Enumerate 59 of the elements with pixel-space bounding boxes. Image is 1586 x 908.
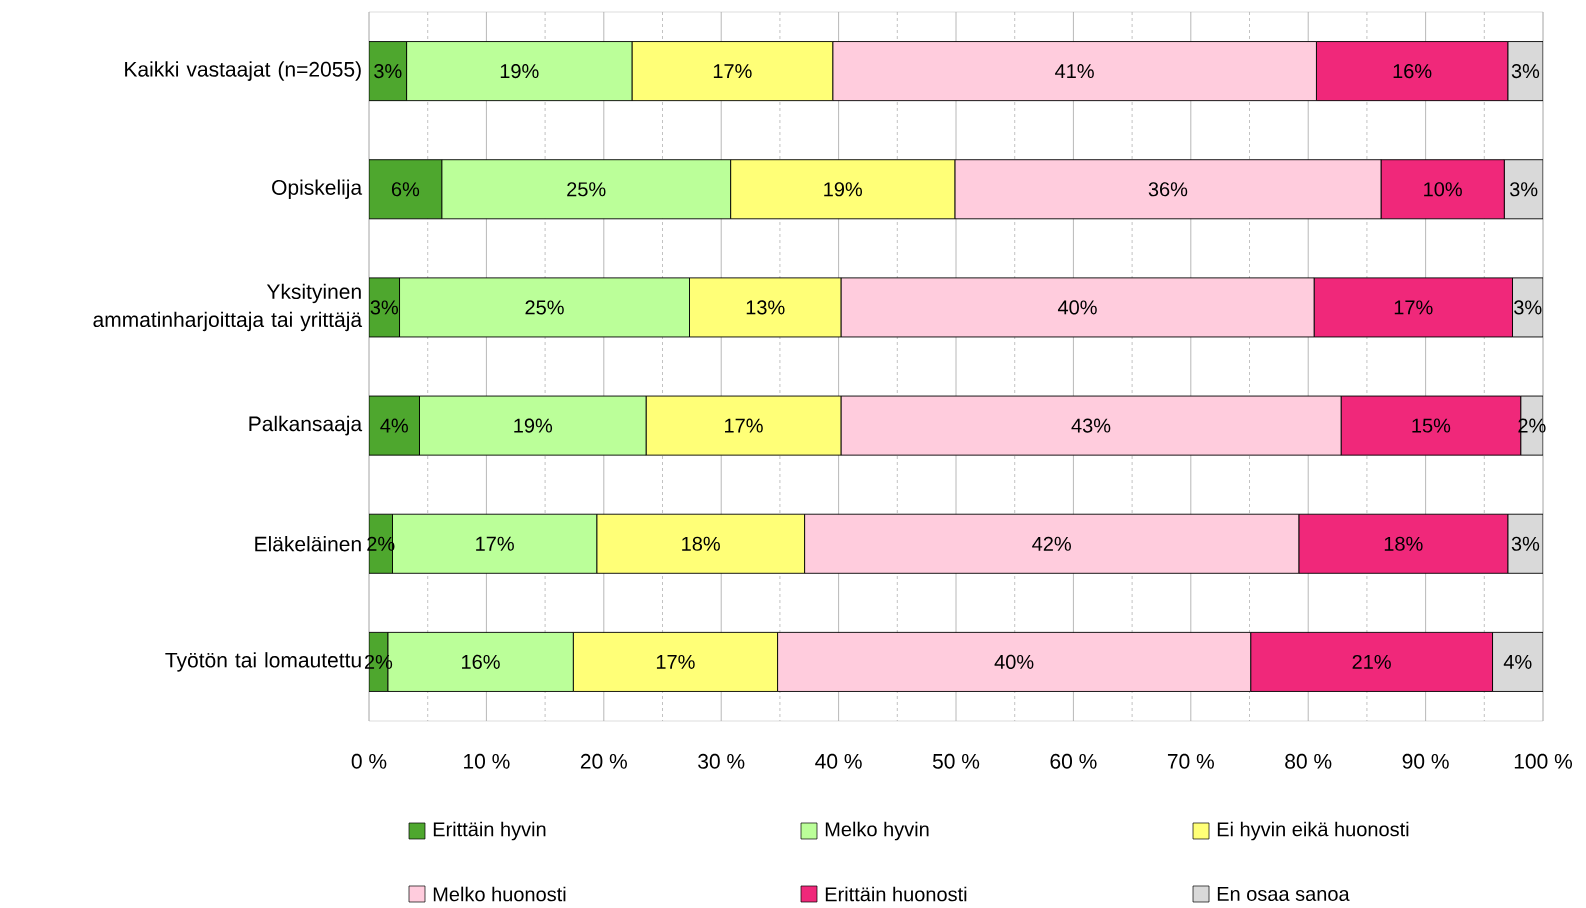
data-label: 10%: [1424, 182, 1462, 197]
data-label: 41%: [1055, 64, 1094, 79]
data-label: 17%: [1394, 300, 1433, 315]
data-label: 25%: [567, 182, 606, 197]
x-tick-label: 80 %: [1285, 753, 1332, 769]
legend-label: Ei hyvin eikä huonosti: [1217, 821, 1409, 841]
legend-label: Melko hyvin: [825, 821, 929, 841]
data-label: 43%: [1071, 418, 1111, 433]
bar: [369, 159, 443, 220]
x-tick-label: 50 %: [932, 753, 980, 769]
data-label: 16%: [1393, 64, 1432, 79]
data-label: 3%: [1509, 182, 1538, 197]
x-tick-label: 30 %: [698, 753, 745, 769]
x-tick-label: 10 %: [464, 753, 510, 769]
y-tick-label: Palkansaaja: [249, 415, 363, 436]
y-tick-label: Työtön tai lomautettu: [165, 652, 361, 672]
data-label: 42%: [1032, 536, 1071, 551]
data-label: 17%: [476, 536, 514, 551]
data-label: 19%: [514, 418, 553, 433]
data-label: 17%: [656, 654, 695, 669]
data-label: 19%: [824, 182, 863, 197]
x-tick-label: 100 %: [1514, 753, 1573, 769]
legend-label: En osaa sanoa: [1217, 887, 1350, 901]
data-label: 40%: [1057, 300, 1097, 315]
data-label: 25%: [525, 300, 564, 315]
data-label: 3%: [370, 300, 398, 315]
x-tick-label: 20 %: [580, 753, 627, 769]
x-tick-label: 70 %: [1167, 753, 1214, 769]
data-label: 4%: [380, 418, 408, 433]
x-tick-label: 90 %: [1402, 753, 1449, 769]
data-label: 3%: [1511, 536, 1540, 551]
bar: [369, 395, 420, 456]
data-label: 18%: [1384, 536, 1423, 551]
data-label: 6%: [391, 182, 420, 197]
data-label: 13%: [746, 300, 785, 315]
data-label: 36%: [1148, 182, 1188, 197]
data-label: 21%: [1352, 654, 1391, 669]
data-label: 3%: [374, 64, 402, 79]
y-tick-label: Opiskelija: [272, 179, 363, 200]
y-tick-label: Kaikki vastaajat (n=2055): [125, 61, 361, 81]
data-label: 17%: [725, 418, 763, 433]
x-tick-label: 60 %: [1050, 753, 1097, 769]
data-label: 40%: [994, 654, 1034, 669]
y-tick-label: Yksityinen ammatinharjoittaja tai yrittäjä: [93, 283, 363, 332]
data-label: 17%: [713, 64, 752, 79]
data-label: 4%: [1503, 654, 1532, 669]
x-tick-label: 40 %: [815, 753, 862, 769]
legend-label: Erittäin huonosti: [825, 886, 967, 902]
y-tick-label: Eläkeläinen: [255, 536, 361, 552]
data-label: 15%: [1412, 418, 1451, 433]
data-label: 3%: [1511, 64, 1540, 79]
legend-label: Melko huonosti: [433, 886, 566, 902]
data-label: 19%: [500, 64, 539, 79]
data-label: 16%: [462, 654, 500, 669]
bar: [1492, 631, 1544, 692]
data-label: 18%: [682, 536, 720, 551]
data-label: 3%: [1514, 300, 1542, 315]
legend-label: Erittäin hyvin: [433, 821, 546, 841]
x-tick-label: 0 %: [351, 753, 387, 769]
